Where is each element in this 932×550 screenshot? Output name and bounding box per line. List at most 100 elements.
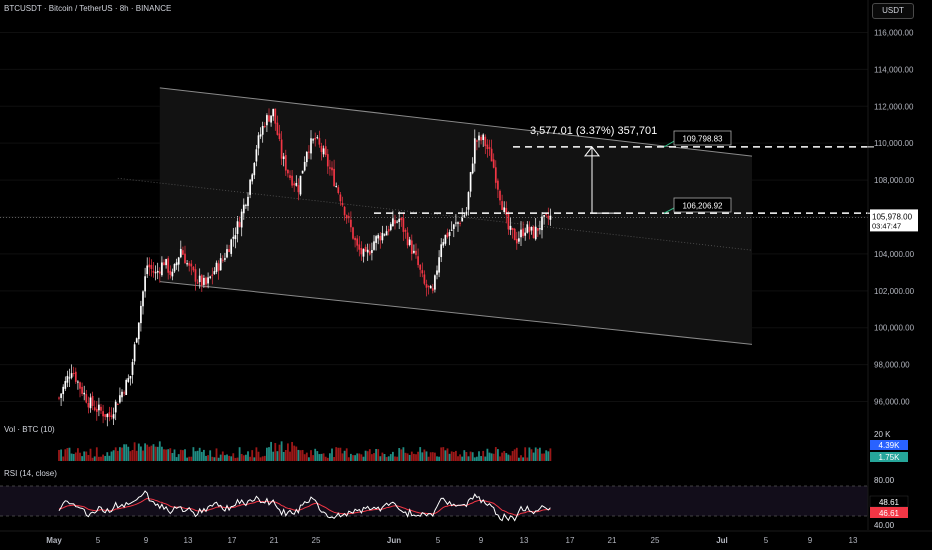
price-tick-label: 96,000.00 <box>874 398 910 407</box>
volume-bar <box>482 450 485 461</box>
candle-body <box>270 115 272 123</box>
volume-bar <box>392 451 394 461</box>
candle-body <box>326 154 329 167</box>
currency-badge[interactable]: USDT <box>872 3 914 19</box>
volume-bar <box>379 456 382 461</box>
candle-body <box>360 247 363 255</box>
volume-bar <box>247 451 249 461</box>
candle-body <box>455 222 457 224</box>
price-tick-label: 108,000.00 <box>874 176 915 185</box>
volume-bar <box>543 453 545 461</box>
candle-body <box>255 149 258 162</box>
rsi-value-b: 46.61 <box>879 509 900 518</box>
price-axis[interactable]: 116,000.00 114,000.00 112,000.00 110,000.00… <box>867 0 918 530</box>
candle-body <box>276 122 279 135</box>
candle-body <box>318 138 321 145</box>
time-axis[interactable]: May 5 9 13 17 21 25 Jun 5 9 13 17 21 25 Jul 5 9 13 <box>0 530 932 545</box>
volume-tag-a: 4.39K <box>879 441 901 450</box>
volume-bar <box>289 451 291 461</box>
candle-body <box>77 381 79 383</box>
candle-body <box>482 134 485 140</box>
candle-body <box>446 232 449 238</box>
volume-label[interactable]: Vol · BTC (10) <box>4 425 55 434</box>
volume-bar <box>450 451 453 461</box>
candle-body <box>303 161 306 171</box>
candle-body <box>503 207 506 213</box>
candle-body <box>198 275 201 283</box>
volume-bar <box>484 456 487 461</box>
candle-body <box>163 262 165 266</box>
candle-body <box>177 257 180 265</box>
candle-body <box>200 275 203 286</box>
volume-bar <box>520 455 522 461</box>
candle-body <box>532 226 535 239</box>
candle-body <box>371 250 373 253</box>
volume-bar <box>104 455 107 461</box>
volume-bar <box>303 454 306 461</box>
candle-body <box>536 228 539 231</box>
candle-body <box>291 175 293 186</box>
candle-body <box>238 222 241 227</box>
volume-bar <box>98 456 100 461</box>
candle-body <box>413 250 415 253</box>
time-tick-label: 13 <box>520 536 529 545</box>
volume-bar <box>291 441 293 461</box>
volume-bar <box>488 452 491 461</box>
volume-bar <box>408 454 411 461</box>
volume-bar <box>287 443 289 461</box>
volume-bar <box>127 446 130 461</box>
candle-body <box>381 232 384 241</box>
candle-body <box>230 239 233 254</box>
volume-bar <box>87 455 90 461</box>
candle-body <box>375 236 377 243</box>
volume-bar <box>480 456 482 461</box>
volume-bar <box>494 447 497 461</box>
volume-bar <box>261 456 264 461</box>
time-tick-label: Jul <box>716 536 728 545</box>
candle-body <box>102 411 104 417</box>
volume-bar <box>245 454 247 461</box>
volume-tag-b: 1.75K <box>879 453 901 462</box>
volume-bar <box>221 451 224 461</box>
volume-bar <box>503 451 506 461</box>
level-high-callout-box <box>673 130 732 146</box>
candle-body <box>520 229 522 238</box>
candle-body <box>358 244 361 250</box>
volume-bar <box>396 456 398 461</box>
time-tick-label: Jun <box>387 536 401 545</box>
volume-bar <box>337 447 340 461</box>
candle-body <box>341 203 344 206</box>
candle-body <box>320 145 323 153</box>
candle-body <box>476 140 478 142</box>
time-tick-label: 9 <box>479 536 484 545</box>
rsi-label[interactable]: RSI (14, close) <box>4 469 57 478</box>
price-tick-label: 102,000.00 <box>874 287 915 296</box>
volume-bar <box>324 456 327 461</box>
candle-body <box>488 147 491 149</box>
volume-bar <box>429 452 432 461</box>
volume-bar <box>163 449 165 461</box>
candle-body <box>507 213 510 230</box>
drawings-layer[interactable]: 3,577.01 (3.37%) 357,701 109,798.83 106,20… <box>0 125 868 218</box>
volume-bar <box>58 449 60 461</box>
volume-bar <box>108 455 111 461</box>
symbol-title[interactable]: BTCUSDT · Bitcoin / TetherUS · 8h · BINA… <box>4 4 172 13</box>
candle-body <box>436 270 438 275</box>
volume-bar <box>123 444 125 461</box>
candle-body <box>93 407 96 411</box>
rsi-line <box>58 490 551 522</box>
candle-body <box>196 282 199 284</box>
candle-body <box>356 238 359 246</box>
candle-body <box>85 394 88 403</box>
candle-body <box>364 246 367 252</box>
volume-bar <box>135 450 138 461</box>
candle-body <box>362 249 365 257</box>
price-tick-label: 110,000.00 <box>874 139 914 148</box>
volume-bar <box>253 457 256 461</box>
candle-body <box>295 182 298 186</box>
volume-bar <box>74 452 77 461</box>
volume-bar <box>213 457 216 461</box>
candle-body <box>268 115 270 122</box>
candle-body <box>58 397 60 399</box>
